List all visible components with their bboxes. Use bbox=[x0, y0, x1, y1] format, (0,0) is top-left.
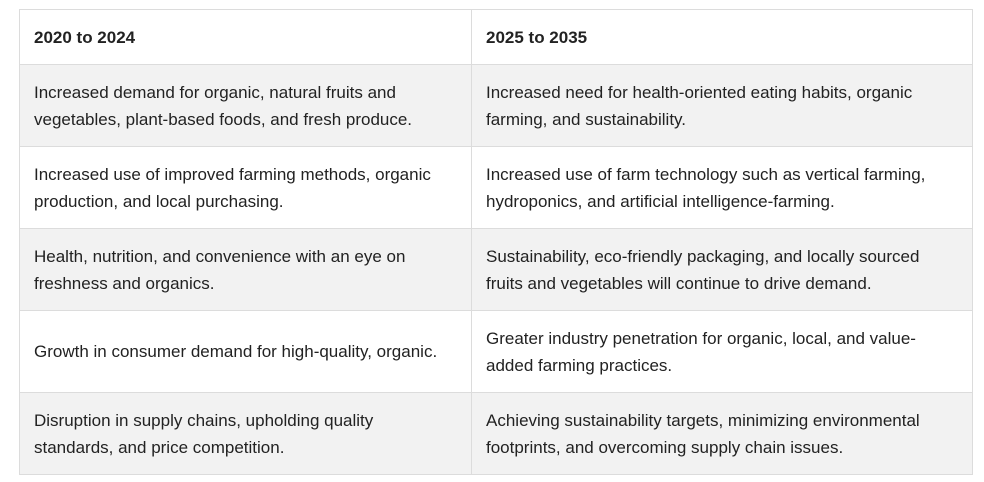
comparison-table-container: 2020 to 2024 2025 to 2035 Increased dema… bbox=[19, 9, 973, 475]
table-cell: Increased use of farm technology such as… bbox=[471, 146, 973, 229]
comparison-table: 2020 to 2024 2025 to 2035 Increased dema… bbox=[19, 9, 973, 475]
table-cell: Growth in consumer demand for high-quali… bbox=[19, 310, 472, 393]
table-body: Increased demand for organic, natural fr… bbox=[19, 64, 973, 475]
table-row: Health, nutrition, and convenience with … bbox=[19, 228, 973, 311]
table-row: Growth in consumer demand for high-quali… bbox=[19, 310, 973, 393]
table-row: Increased demand for organic, natural fr… bbox=[19, 64, 973, 147]
column-header-2025-2035: 2025 to 2035 bbox=[471, 9, 973, 65]
table-cell: Achieving sustainability targets, minimi… bbox=[471, 392, 973, 475]
table-row: Increased use of improved farming method… bbox=[19, 146, 973, 229]
table-cell: Health, nutrition, and convenience with … bbox=[19, 228, 472, 311]
header-row: 2020 to 2024 2025 to 2035 bbox=[19, 9, 973, 65]
table-cell: Increased need for health-oriented eatin… bbox=[471, 64, 973, 147]
table-row: Disruption in supply chains, upholding q… bbox=[19, 392, 973, 475]
column-header-2020-2024: 2020 to 2024 bbox=[19, 9, 472, 65]
table-cell: Increased use of improved farming method… bbox=[19, 146, 472, 229]
table-cell: Increased demand for organic, natural fr… bbox=[19, 64, 472, 147]
table-cell: Disruption in supply chains, upholding q… bbox=[19, 392, 472, 475]
table-cell: Sustainability, eco-friendly packaging, … bbox=[471, 228, 973, 311]
table-cell: Greater industry penetration for organic… bbox=[471, 310, 973, 393]
table-header: 2020 to 2024 2025 to 2035 bbox=[19, 9, 973, 65]
